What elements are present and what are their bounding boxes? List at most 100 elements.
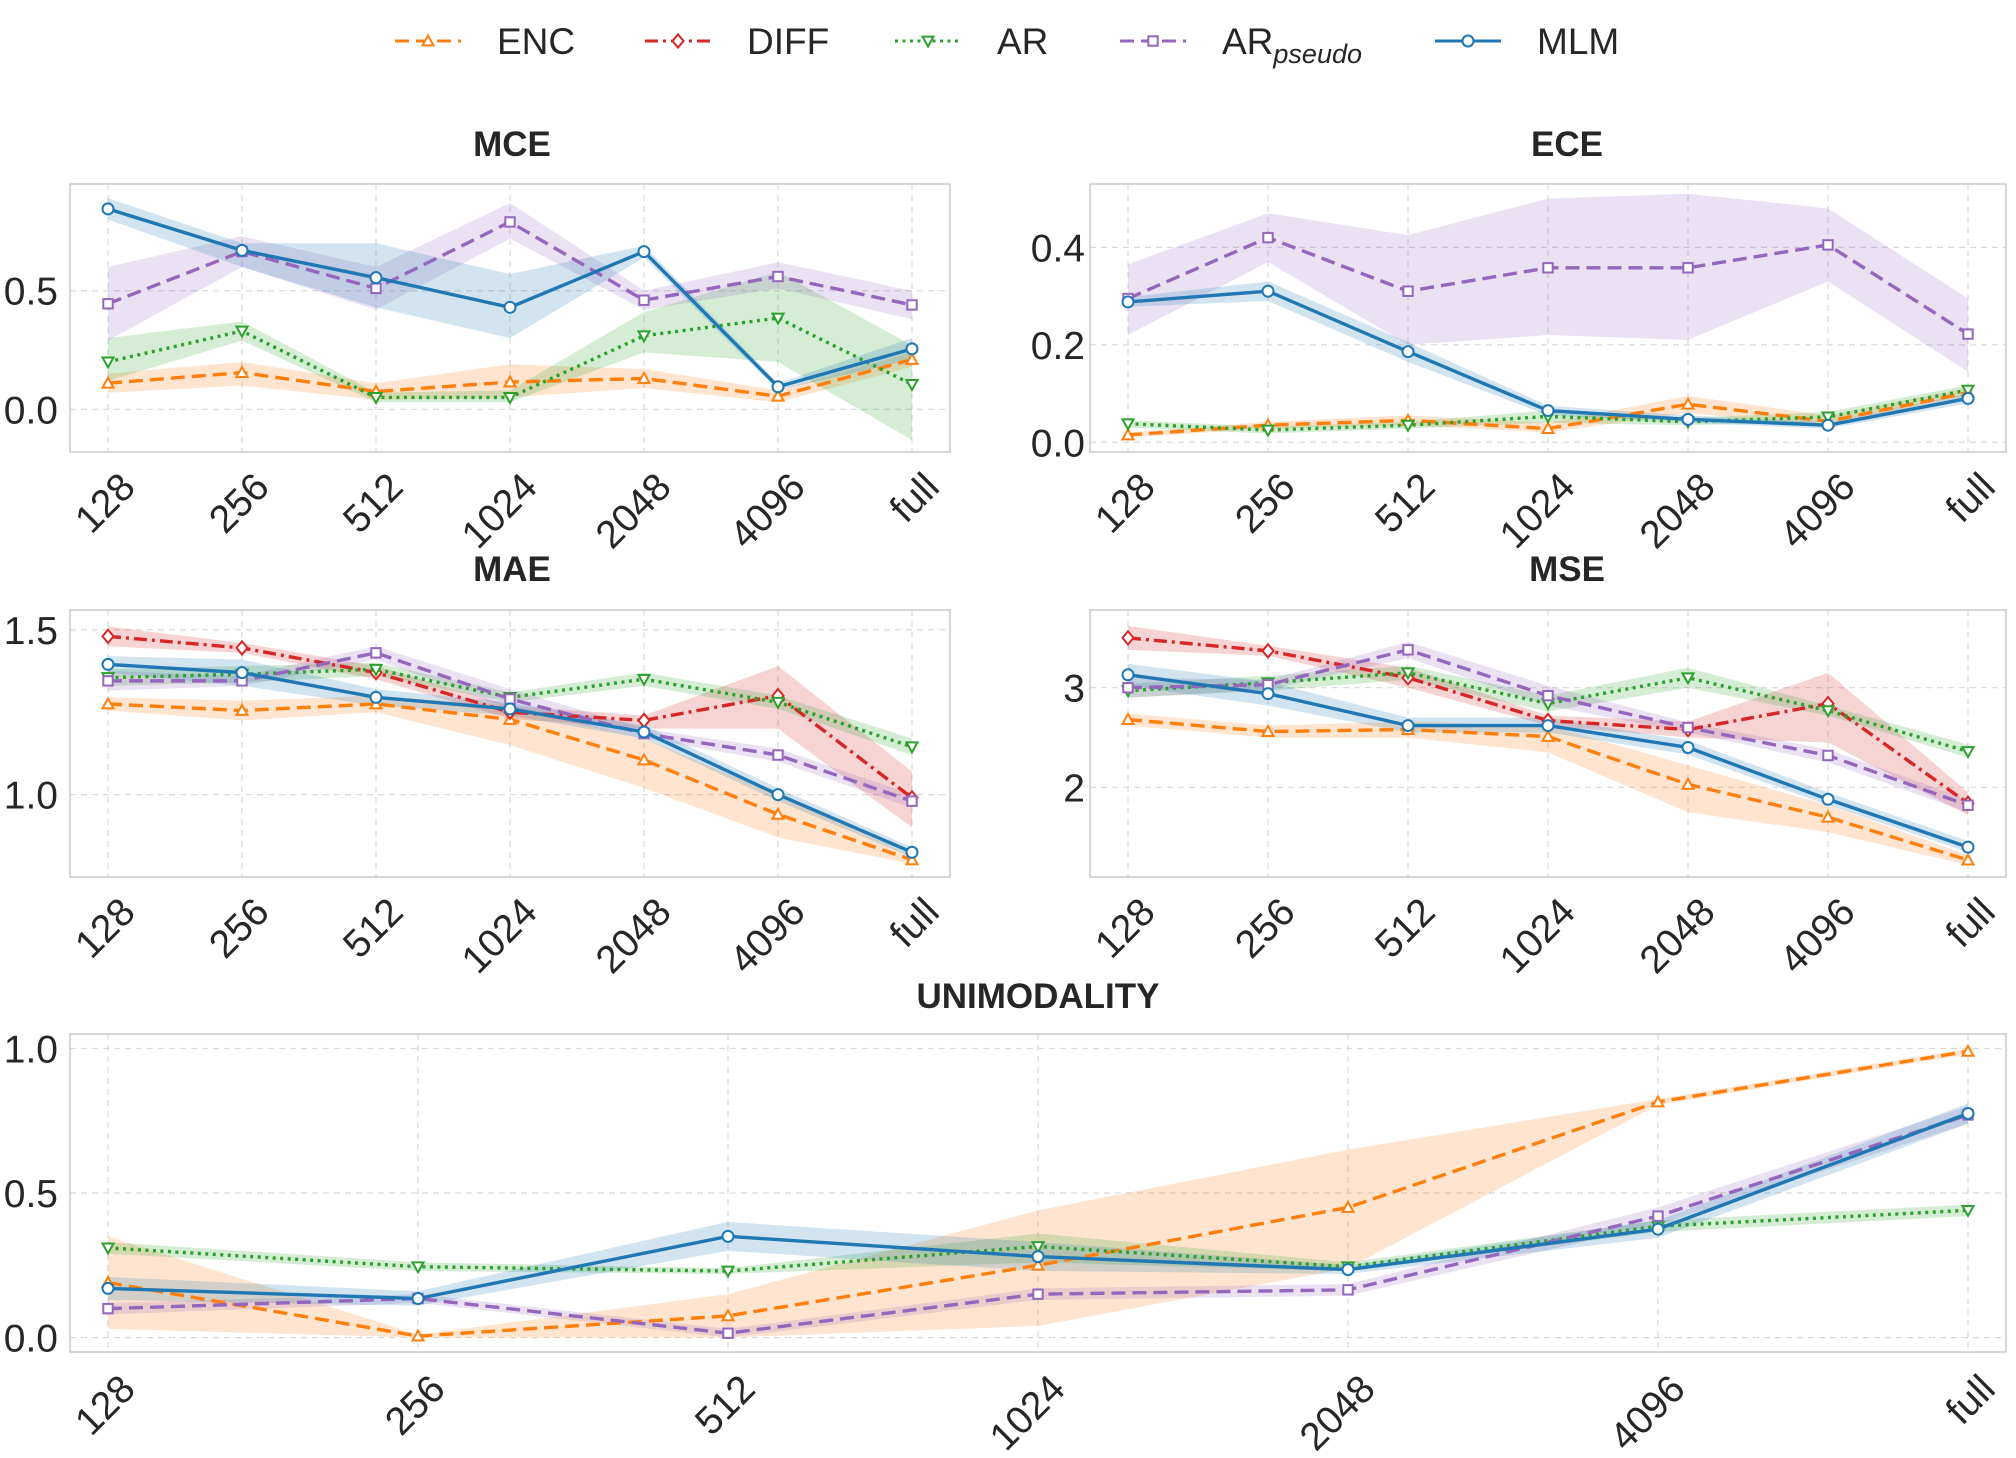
data-point: [1680, 672, 1696, 686]
legend-marker: [671, 32, 685, 50]
x-tick-label: 2048: [588, 890, 680, 982]
data-point: [100, 696, 116, 710]
data-point: [235, 639, 249, 657]
series-mlm: [1121, 668, 1975, 854]
confidence-bands: [1128, 625, 1968, 866]
panel-mce: MCE 0.0 0.5 128 256 512 1024 2048 4096 full: [4, 125, 951, 557]
data-point: [1541, 719, 1555, 733]
legend-label: AR: [997, 21, 1048, 62]
y-tick-label: 0.5: [4, 1173, 58, 1216]
series-mlm: [101, 657, 919, 859]
band-ar: [108, 662, 912, 756]
data-point: [1650, 1094, 1666, 1108]
legend-label: DIFF: [747, 21, 829, 62]
x-tick-label: 1024: [454, 465, 546, 557]
confidence-bands: [1128, 193, 1968, 438]
data-point: [904, 741, 920, 755]
band-ar: [108, 271, 912, 441]
data-point: [905, 845, 919, 859]
y-tick-label: 2: [1063, 767, 1085, 810]
data-point: [1262, 231, 1274, 244]
data-point: [772, 749, 784, 761]
series-enc: [100, 1043, 1976, 1342]
x-tick-label: 256: [1227, 465, 1303, 541]
data-point: [369, 690, 383, 704]
data-point: [1962, 799, 1974, 811]
legend-item-mlm: MLM: [1435, 21, 1619, 62]
band-ar-pseudo: [108, 202, 912, 341]
x-tick-label: 128: [67, 1367, 143, 1443]
panel-title: ECE: [1531, 125, 1603, 164]
data-point: [1961, 1107, 1975, 1120]
data-point: [102, 1302, 114, 1315]
data-point: [1121, 295, 1135, 309]
data-point: [101, 628, 115, 645]
x-tick-label: 512: [335, 890, 411, 966]
data-point: [504, 693, 516, 705]
data-point: [1261, 687, 1275, 701]
legend-marker: [1461, 34, 1475, 48]
data-point: [504, 216, 516, 228]
data-point: [1121, 629, 1135, 647]
legend-marker: [920, 35, 936, 49]
data-point: [904, 351, 920, 365]
series-enc: [1120, 712, 1976, 866]
data-point: [1960, 852, 1976, 866]
y-tick-label: 0.0: [4, 1318, 58, 1361]
x-tick-label: 128: [67, 890, 143, 966]
data-point: [101, 202, 115, 216]
band-ar-pseudo: [1128, 193, 1968, 372]
x-tick-label: full: [882, 465, 948, 531]
legend-item-enc: ENC: [395, 21, 575, 62]
legend-label: ENC: [497, 21, 575, 62]
data-point: [1030, 1241, 1046, 1255]
panel-title: MSE: [1529, 550, 1605, 589]
x-tick-label: full: [1938, 465, 2004, 531]
x-tick-label: 4096: [1772, 890, 1864, 982]
panel-unimodality: UNIMODALITY 0.0 0.5 1.0 128 256 512 1024 2048 409…: [4, 977, 2007, 1458]
data-point: [1961, 840, 1975, 854]
data-point: [1962, 328, 1974, 340]
x-tick-label: full: [882, 890, 948, 956]
x-tick-label: 256: [201, 465, 277, 541]
x-tick-label: 4096: [1772, 465, 1864, 557]
data-point: [771, 788, 785, 802]
x-tick-label: 4096: [1602, 1367, 1694, 1453]
panel-title: UNIMODALITY: [916, 977, 1159, 1016]
data-point: [1681, 412, 1695, 426]
data-point: [1820, 809, 1836, 823]
data-point: [904, 852, 920, 866]
data-point: [369, 271, 383, 285]
panel-mae: MAE 1.0 1.5 128 256 512 1024 2048 4096 full: [4, 550, 951, 982]
data-point: [1122, 682, 1134, 694]
series-mlm: [1121, 284, 1975, 432]
plot-frame: [69, 609, 951, 878]
x-tick-label: 2048: [1632, 890, 1724, 982]
panel-title: MAE: [473, 550, 551, 589]
y-tick-label: 0.0: [1031, 422, 1085, 465]
data-point: [1961, 391, 1975, 405]
data-point: [1541, 404, 1555, 418]
y-tick-label: 1.5: [4, 610, 58, 653]
data-point: [1681, 740, 1695, 754]
data-point: [100, 375, 116, 389]
data-point: [1542, 262, 1554, 274]
data-point: [1540, 421, 1556, 435]
x-tick-label: 2048: [588, 465, 680, 557]
y-tick-label: 0.0: [4, 389, 58, 432]
band-diff: [108, 626, 912, 828]
data-point: [770, 696, 786, 710]
data-point: [502, 374, 518, 388]
band-ar: [1128, 665, 1968, 758]
data-point: [720, 1308, 736, 1322]
band-mlm: [1128, 281, 1968, 429]
data-point: [1820, 705, 1836, 719]
band-enc: [108, 1048, 1968, 1338]
plot-frame: [69, 1033, 2007, 1353]
data-point: [636, 330, 652, 344]
data-point: [1960, 384, 1976, 398]
legend-marker: [420, 33, 436, 47]
data-point: [636, 673, 652, 687]
